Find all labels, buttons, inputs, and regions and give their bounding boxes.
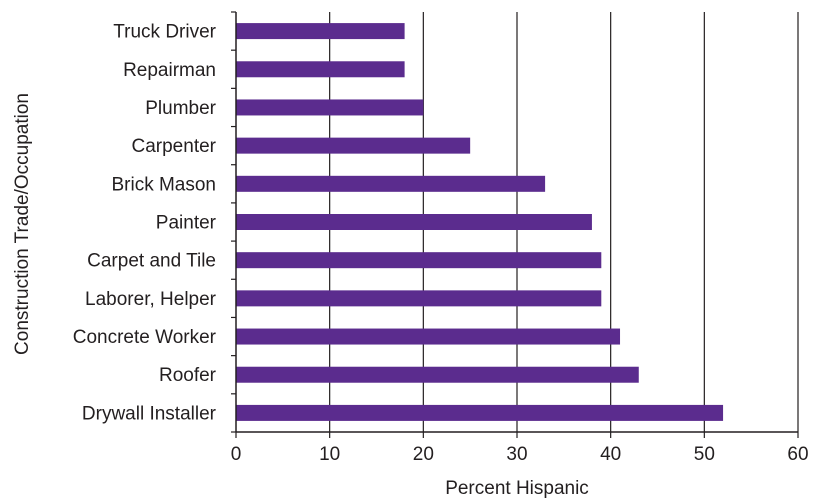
bar-9 (236, 366, 639, 383)
bar-4 (236, 175, 546, 192)
category-label-8: Concrete Worker (73, 327, 217, 348)
category-label-5: Painter (156, 213, 217, 234)
bar-3 (236, 137, 471, 154)
labels: 0 10 20 30 40 50 60 Truck Driver Repairman Plumbe… (73, 22, 809, 465)
category-label-10: Drywall Installer (82, 403, 217, 424)
x-axis-title: Percent Hispanic (445, 478, 589, 499)
category-label-4: Brick Mason (111, 174, 216, 195)
x-tick-label-40: 40 (600, 444, 621, 465)
x-tick-label-50: 50 (694, 444, 715, 465)
bar-0 (236, 23, 405, 40)
x-tick-label-20: 20 (413, 444, 434, 465)
category-label-7: Laborer, Helper (85, 289, 217, 310)
category-label-6: Carpet and Tile (87, 251, 216, 272)
bar-1 (236, 61, 405, 78)
category-label-1: Repairman (123, 60, 216, 81)
bar-7 (236, 290, 602, 307)
category-label-2: Plumber (145, 98, 216, 119)
bar-10 (236, 404, 724, 421)
x-tick-label-30: 30 (506, 444, 527, 465)
bar-2 (236, 99, 424, 116)
bar-8 (236, 328, 621, 345)
y-axis-title: Construction Trade/Occupation (12, 93, 33, 355)
bar-5 (236, 214, 592, 230)
bar-6 (236, 252, 602, 269)
category-label-9: Roofer (159, 365, 217, 386)
category-label-0: Truck Driver (113, 22, 216, 43)
x-tick-label-0: 0 (231, 444, 242, 465)
category-label-3: Carpenter (132, 136, 217, 157)
x-tick-label-60: 60 (787, 444, 808, 465)
x-tick-label-10: 10 (319, 444, 340, 465)
bars (236, 23, 724, 421)
axes (231, 11, 799, 438)
